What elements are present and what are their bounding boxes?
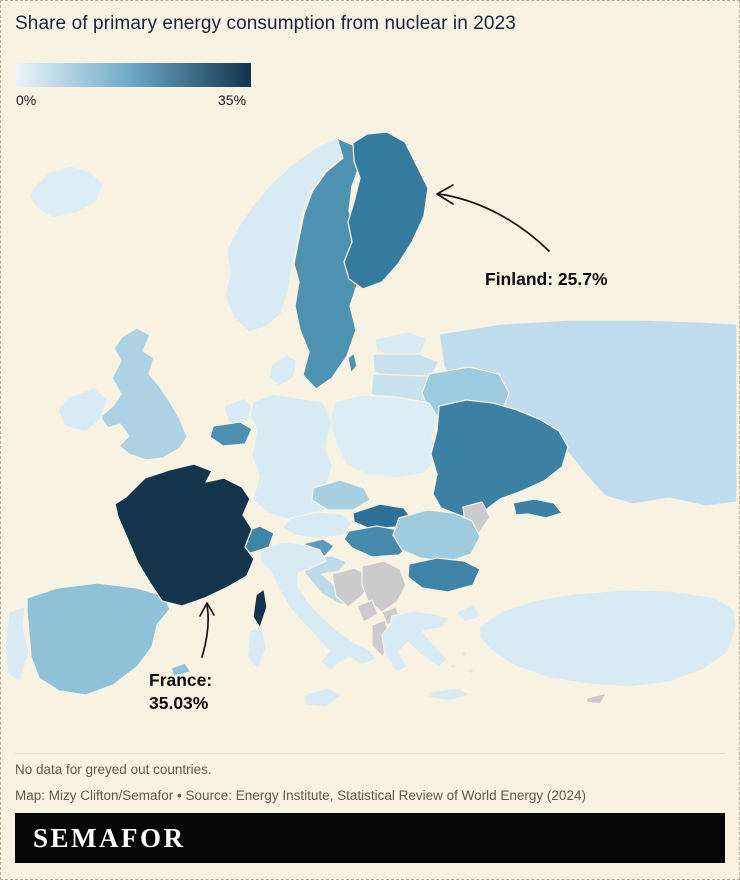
country-cyprus	[585, 692, 608, 705]
country-greece	[381, 610, 451, 673]
island-sardinia	[246, 624, 267, 670]
country-ukraine	[430, 399, 569, 521]
country-czechia	[311, 479, 371, 511]
country-turkey-european	[455, 603, 481, 623]
europe-map	[4, 131, 738, 708]
no-data-note: No data for greyed out countries.	[15, 762, 212, 777]
country-turkey	[478, 589, 737, 688]
legend-min-label: 0%	[16, 92, 37, 108]
legend-max-label: 35%	[218, 92, 247, 108]
page-title: Share of primary energy consumption from…	[15, 13, 516, 34]
finland-arrow	[438, 193, 550, 252]
country-serbia	[361, 560, 407, 613]
country-belgium	[209, 421, 253, 447]
france-annotation: France: 35.03%	[149, 669, 212, 715]
country-bosnia	[331, 567, 371, 608]
island-corsica	[252, 588, 268, 629]
semafor-banner: SEMAFOR	[15, 813, 725, 863]
country-italy	[259, 541, 377, 672]
country-bulgaria	[407, 557, 481, 593]
island-crete	[428, 687, 471, 702]
country-sweden	[293, 137, 365, 390]
finland-arrowhead	[436, 184, 454, 205]
region-crimea	[512, 498, 563, 519]
country-germany	[249, 393, 333, 521]
country-norway	[224, 137, 354, 333]
island-sicily	[303, 687, 343, 708]
france-annotation-value: 35.03%	[149, 693, 209, 713]
country-netherlands	[223, 397, 253, 425]
country-denmark	[268, 354, 298, 387]
country-montenegro	[356, 599, 379, 623]
country-portugal	[4, 605, 30, 683]
country-estonia	[374, 331, 428, 358]
country-france	[114, 463, 255, 607]
aegean-island	[449, 662, 457, 670]
island-gotland	[347, 352, 358, 374]
legend-gradient-bar	[15, 63, 251, 87]
country-poland	[328, 394, 439, 479]
finland-annotation: Finland: 25.7%	[485, 269, 608, 289]
france-arrow	[201, 604, 210, 658]
aegean-island	[460, 650, 468, 658]
country-ireland	[57, 387, 108, 433]
france-arrowhead	[199, 602, 215, 617]
country-austria	[281, 511, 353, 540]
country-spain	[26, 582, 171, 696]
country-romania	[392, 509, 481, 563]
semafor-logo: SEMAFOR	[33, 822, 186, 853]
source-credit: Map: Mizy Clifton/Semafor • Source: Ener…	[15, 788, 586, 803]
footer-divider	[15, 753, 725, 754]
country-uk	[99, 327, 188, 461]
country-iceland	[28, 165, 104, 219]
france-annotation-name: France:	[149, 670, 213, 690]
legend-bar	[15, 63, 251, 87]
aegean-island	[467, 667, 475, 675]
islands-balearic	[170, 662, 192, 677]
country-finland	[343, 131, 429, 290]
